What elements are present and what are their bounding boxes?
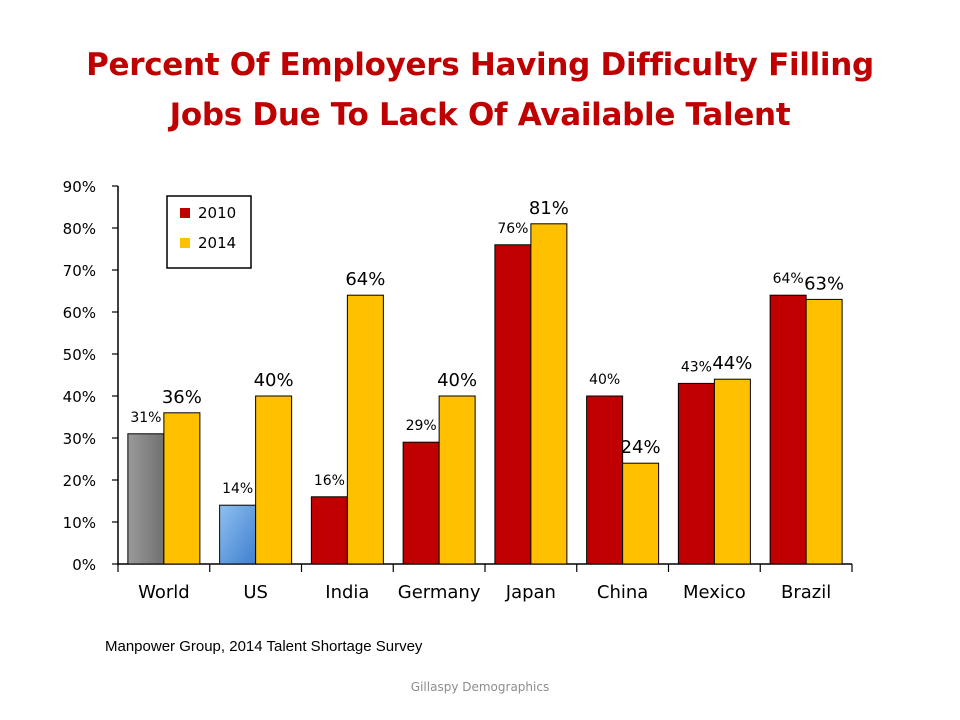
data-label-2010: 40%	[589, 372, 620, 388]
y-tick-label: 90%	[63, 178, 96, 196]
bar-2014	[622, 462, 660, 565]
bar-2014	[713, 378, 751, 565]
data-label-2010: 16%	[314, 473, 345, 489]
data-label-2014: 81%	[529, 198, 569, 219]
slide-footer: Gillaspy Demographics	[410, 680, 550, 694]
data-label-2014: 63%	[804, 273, 844, 294]
bar-2014	[530, 223, 568, 565]
bar-2014	[255, 395, 293, 565]
y-tick-label: 10%	[63, 514, 96, 532]
source-note: Manpower Group, 2014 Talent Shortage Sur…	[105, 638, 423, 655]
data-label-2010: 31%	[130, 410, 161, 426]
x-tick-label: World	[138, 582, 190, 603]
bar-2010	[677, 382, 715, 565]
y-tick-label: 20%	[63, 472, 96, 490]
data-label-2010: 76%	[497, 221, 528, 237]
y-tick-label: 40%	[63, 388, 96, 406]
bar-2010	[219, 504, 257, 565]
y-tick-label: 30%	[63, 430, 96, 448]
bar-2014	[805, 298, 843, 565]
y-tick-label: 0%	[72, 556, 96, 574]
data-label-2010: 64%	[773, 271, 804, 287]
bar-2010	[310, 496, 348, 565]
legend-swatch-2010	[180, 208, 190, 218]
data-label-2014: 40%	[254, 370, 294, 391]
x-tick-label: US	[243, 582, 268, 603]
bar-2010	[127, 433, 165, 565]
data-label-2010: 29%	[406, 418, 437, 434]
bar-2014	[163, 412, 201, 565]
chart-title-line-1: Percent Of Employers Having Difficulty F…	[86, 47, 874, 83]
data-label-2014: 64%	[345, 269, 385, 290]
x-tick-label: Brazil	[781, 582, 831, 603]
data-label-2010: 43%	[681, 359, 712, 375]
x-tick-label: Japan	[505, 582, 556, 603]
legend-label-2014: 2014	[198, 234, 236, 252]
chart-title: Percent Of Employers Having Difficulty F…	[0, 40, 960, 140]
x-tick-label: Germany	[398, 582, 481, 603]
bar-2014	[346, 294, 384, 565]
data-label-2010: 14%	[222, 481, 253, 497]
chart-title-line-2: Jobs Due To Lack Of Available Talent	[169, 97, 791, 133]
bar-2010	[494, 244, 532, 565]
bar-2014	[438, 395, 476, 565]
data-label-2014: 24%	[621, 437, 661, 458]
y-tick-label: 70%	[63, 262, 96, 280]
data-label-2014: 40%	[437, 370, 477, 391]
legend-swatch-2014	[180, 238, 190, 248]
x-tick-label: Mexico	[683, 582, 746, 603]
data-label-2014: 36%	[162, 387, 202, 408]
bar-2010	[402, 441, 440, 565]
y-tick-label: 60%	[63, 304, 96, 322]
y-tick-label: 50%	[63, 346, 96, 364]
data-label-2014: 44%	[712, 353, 752, 374]
x-tick-label: China	[597, 582, 648, 603]
legend-label-2010: 2010	[198, 204, 236, 222]
y-tick-label: 80%	[63, 220, 96, 238]
x-tick-label: India	[325, 582, 369, 603]
bar-2010	[586, 395, 624, 565]
bar-2010	[769, 294, 807, 565]
